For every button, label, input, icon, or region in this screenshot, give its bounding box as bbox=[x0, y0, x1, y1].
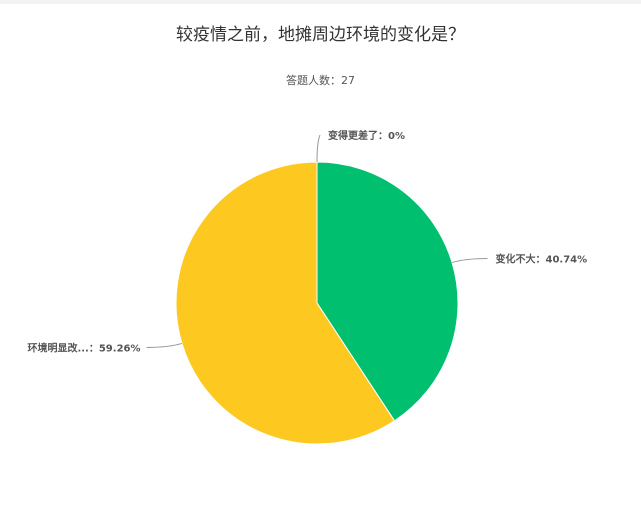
respondent-count: 答题人数：27 bbox=[286, 74, 355, 87]
slice-label: 环境明显改...：59.26% bbox=[27, 341, 140, 354]
chart-title: 较疫情之前，地摊周边环境的变化是？ bbox=[176, 25, 465, 45]
leader-line bbox=[451, 258, 488, 264]
top-bar bbox=[0, 0, 641, 4]
leader-line bbox=[146, 342, 183, 348]
slice-label: 变得更差了：0% bbox=[328, 129, 405, 142]
leader-line bbox=[316, 134, 321, 163]
slice-label: 变化不大：40.74% bbox=[495, 253, 587, 266]
